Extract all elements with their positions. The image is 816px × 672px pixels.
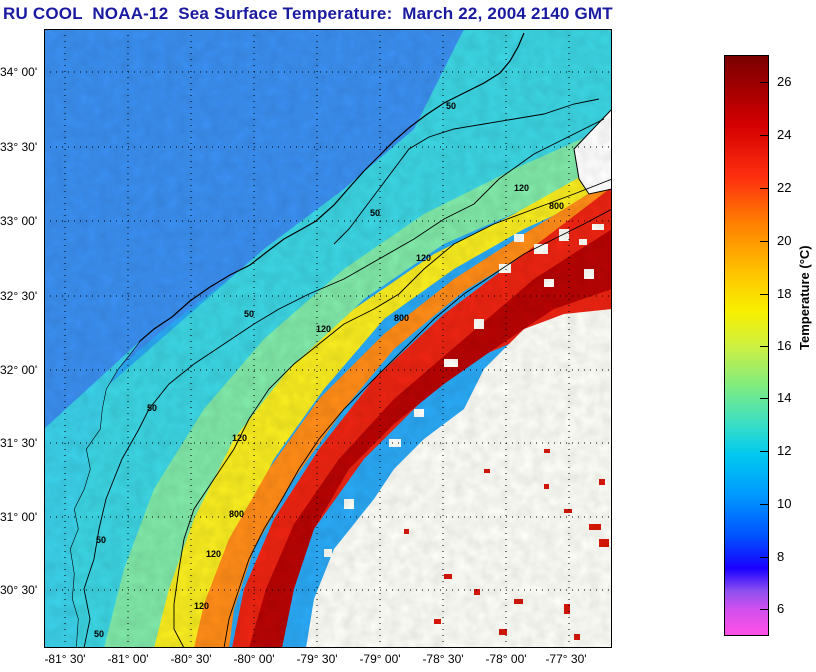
colorbar-title: Temperature (°C) [797, 245, 812, 350]
colorbar-tick [760, 82, 769, 83]
contour-label: 120 [316, 324, 331, 334]
lon-label: -80° 00' [233, 652, 275, 666]
lon-label: -81° 30' [44, 652, 86, 666]
colorbar-tick [760, 346, 769, 347]
colorbar-tick [760, 294, 769, 295]
colorbar-label: 6 [777, 601, 785, 616]
lat-label: 32° 30' [0, 289, 38, 303]
lon-label: -80° 30' [170, 652, 212, 666]
colorbar-tick [760, 241, 769, 242]
colorbar-tick [760, 557, 769, 558]
lon-label: -78° 00' [485, 652, 527, 666]
contour-label: 120 [206, 549, 221, 559]
colorbar-tick [760, 135, 769, 136]
contour-50m [83, 118, 605, 648]
contour-label: 120 [232, 433, 247, 443]
colorbar-label: 8 [777, 549, 785, 564]
contour-label: 800 [549, 201, 564, 211]
contour-label: 120 [416, 253, 431, 263]
contour-label: 50 [96, 535, 106, 545]
lon-label: -79° 30' [296, 652, 338, 666]
colorbar-label: 16 [777, 338, 792, 353]
lat-label: 30° 30' [0, 583, 38, 597]
colorbar-label: 24 [777, 127, 792, 142]
contour-label: 800 [394, 313, 409, 323]
contour-label: 50 [244, 309, 254, 319]
contour-label: 120 [514, 183, 529, 193]
colorbar-label: 20 [777, 233, 792, 248]
contour-label: 800 [229, 509, 244, 519]
sst-map-image: 50 50 50 50 50 120 120 120 120 120 800 8… [44, 29, 612, 648]
lon-label: -78° 30' [422, 652, 464, 666]
map-frame [44, 29, 612, 648]
colorbar-tick [760, 451, 769, 452]
contour-50m-inner [333, 98, 600, 245]
lat-label: 33° 30' [0, 140, 38, 154]
colorbar-tick [760, 609, 769, 610]
lat-label: 32° 00' [0, 363, 38, 377]
contour-120m [173, 178, 612, 648]
contour-label: 50 [370, 208, 380, 218]
lon-label: -79° 00' [359, 652, 401, 666]
sst-map: 50 50 50 50 50 120 120 120 120 120 800 8… [44, 29, 612, 648]
texture-overlay [44, 29, 612, 648]
contour-labels: 50 50 50 50 50 120 120 120 120 120 800 8… [94, 101, 564, 639]
lon-label: -81° 00' [107, 652, 149, 666]
bathymetry-contours [83, 98, 612, 648]
contour-label: 50 [147, 403, 157, 413]
colorbar-label: 22 [777, 180, 792, 195]
temperature-colorbar [724, 55, 769, 636]
colorbar-label: 12 [777, 443, 792, 458]
lat-label: 31° 30' [0, 436, 38, 450]
lat-label: 33° 00' [0, 214, 38, 228]
colorbar-tick [760, 504, 769, 505]
chart-title: RU COOL NOAA-12 Sea Surface Temperature:… [3, 4, 613, 23]
lon-label: -77° 30' [545, 652, 587, 666]
contour-label: 50 [446, 101, 456, 111]
lat-label: 34° 00' [0, 65, 38, 79]
colorbar-tick [760, 398, 769, 399]
lat-label: 31° 00' [0, 510, 38, 524]
contour-label: 50 [94, 629, 104, 639]
colorbar-label: 18 [777, 286, 792, 301]
colorbar-tick [760, 188, 769, 189]
contour-label: 120 [194, 601, 209, 611]
colorbar-label: 10 [777, 496, 792, 511]
contour-800m [223, 208, 612, 648]
colorbar-label: 26 [777, 74, 792, 89]
colorbar-label: 14 [777, 390, 792, 405]
